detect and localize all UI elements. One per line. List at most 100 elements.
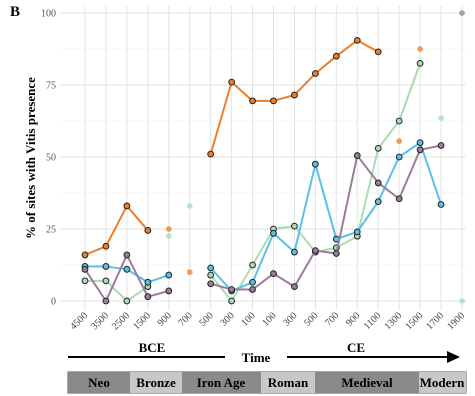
data-point xyxy=(353,36,361,44)
data-point xyxy=(291,283,298,291)
data-point xyxy=(437,201,445,208)
x-tick-label: 700 xyxy=(323,310,341,328)
y-tick-label: 100 xyxy=(41,9,56,20)
y-tick-label: 50 xyxy=(46,153,56,164)
data-point xyxy=(353,152,361,159)
data-point xyxy=(228,286,236,293)
data-point xyxy=(332,250,340,257)
data-point xyxy=(395,153,403,161)
period-modern-label: Modern xyxy=(420,375,466,390)
y-axis-title: % of sites with Vitis presence xyxy=(23,77,38,239)
period-iron-age-bg xyxy=(182,372,261,393)
series-line xyxy=(84,204,149,256)
plot-area xyxy=(60,6,466,310)
data-point xyxy=(437,142,445,149)
data-point xyxy=(81,265,89,273)
data-point xyxy=(207,280,215,288)
period-medieval-label: Medieval xyxy=(341,375,393,390)
data-point xyxy=(270,97,277,105)
x-tick-label: 900 xyxy=(156,310,174,328)
data-point xyxy=(249,286,256,293)
period-modern-bg xyxy=(419,372,466,393)
data-point xyxy=(459,298,465,304)
data-point xyxy=(186,269,193,276)
x-tick-label: 1900 xyxy=(445,310,467,332)
period-neo-label: Neo xyxy=(88,375,110,390)
data-point xyxy=(249,97,256,105)
series-3 xyxy=(81,139,445,295)
x-tick-label: 300 xyxy=(281,310,299,328)
period-neo-bg xyxy=(68,372,130,393)
data-point xyxy=(396,138,403,145)
data-point xyxy=(459,10,465,16)
period-bronze-bg xyxy=(130,372,182,393)
grid xyxy=(60,6,466,310)
data-point xyxy=(228,78,236,86)
data-point xyxy=(374,144,382,152)
data-point xyxy=(395,117,403,125)
y-tick-label: 75 xyxy=(46,81,56,92)
data-point xyxy=(102,242,110,250)
data-point xyxy=(332,52,340,60)
era-label-ce: CE xyxy=(347,340,365,355)
data-point xyxy=(417,46,424,52)
data-point xyxy=(374,198,382,206)
data-point xyxy=(144,227,152,234)
x-tick-label: 500 xyxy=(302,310,320,328)
x-tick-label: 4500 xyxy=(68,310,90,332)
x-tick-label: 100 xyxy=(260,310,278,328)
y-ticks: 0 25 50 75 100 xyxy=(41,9,56,308)
x-tick-label: 1100 xyxy=(362,310,384,332)
x-tick-label: 300 xyxy=(218,310,236,328)
x-ticks: 4500 3500 2500 1500 900 700 500 300 100 100 300 500… xyxy=(68,310,467,332)
data-point xyxy=(311,70,319,77)
x-tick-label: 1300 xyxy=(382,310,404,332)
data-point xyxy=(123,297,131,305)
data-point xyxy=(81,277,89,285)
data-point xyxy=(228,297,236,305)
data-point xyxy=(291,222,298,230)
x-tick-label: 3500 xyxy=(89,310,111,332)
x-tick-label: 1700 xyxy=(424,310,446,332)
x-tick-label: 100 xyxy=(239,310,257,328)
period-iron-age-label: Iron Age xyxy=(197,375,246,390)
data-point xyxy=(270,270,277,278)
x-axis-title: Time xyxy=(242,350,271,365)
y-tick-label: 0 xyxy=(51,297,56,308)
data-point xyxy=(165,226,172,232)
arrow-head-icon xyxy=(447,351,460,363)
period-bronze-label: Bronze xyxy=(136,375,176,390)
data-point xyxy=(207,271,215,279)
data-point xyxy=(165,233,172,240)
data-point xyxy=(123,265,131,273)
series-line xyxy=(85,279,149,302)
data-point xyxy=(249,261,256,269)
y-tick-label: 25 xyxy=(46,225,56,236)
data-point xyxy=(102,297,110,305)
x-tick-label: 1500 xyxy=(403,310,425,332)
data-point xyxy=(144,278,152,286)
x-tick-label: 1500 xyxy=(131,310,153,332)
data-point xyxy=(81,251,89,259)
series-line xyxy=(210,144,442,291)
period-bar: Neo Bronze Iron Age Roman Medieval Moder… xyxy=(67,371,467,394)
data-point xyxy=(374,179,382,187)
data-point xyxy=(291,248,298,256)
data-point xyxy=(438,115,444,122)
series-1 xyxy=(81,36,424,276)
data-point xyxy=(416,146,424,154)
series xyxy=(81,10,465,305)
data-point xyxy=(123,251,131,259)
period-roman-label: Roman xyxy=(268,375,309,390)
panel-letter: B xyxy=(10,4,20,20)
data-point xyxy=(416,139,424,147)
data-point xyxy=(123,202,131,210)
series-line xyxy=(209,141,443,292)
x-tick-label: 900 xyxy=(344,310,362,328)
period-medieval-bg xyxy=(315,372,419,393)
data-point xyxy=(165,287,173,295)
data-point xyxy=(102,277,110,285)
data-point xyxy=(395,195,403,203)
data-point xyxy=(353,228,361,236)
